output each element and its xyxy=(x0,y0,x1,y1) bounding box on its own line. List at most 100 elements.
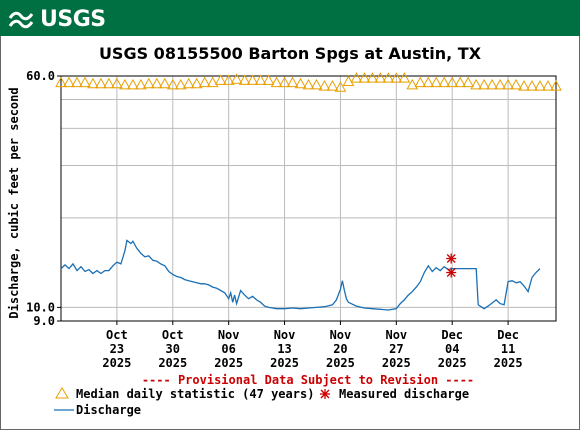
x-tick-label: Nov xyxy=(274,328,296,342)
median-point xyxy=(382,72,395,83)
median-point xyxy=(358,72,371,83)
measured-point xyxy=(446,267,457,278)
median-point xyxy=(95,77,107,89)
y-tick-label: 10.0 xyxy=(26,300,55,314)
usgs-logo[interactable]: USGS xyxy=(8,4,106,32)
grid-lines xyxy=(61,75,556,321)
median-point xyxy=(438,76,451,88)
median-point xyxy=(462,76,475,88)
legend-item: Discharge xyxy=(54,403,141,417)
plot-area-border xyxy=(60,75,557,322)
median-point xyxy=(318,80,331,91)
provisional-note: ---- Provisional Data Subject to Revisio… xyxy=(142,373,474,387)
discharge-series-line xyxy=(60,239,541,311)
median-point xyxy=(142,77,155,89)
legend-triangle-icon xyxy=(55,387,69,399)
x-tick-label: 2025 xyxy=(102,356,131,370)
x-tick-label: 27 xyxy=(389,342,403,356)
median-point xyxy=(478,78,490,90)
median-point xyxy=(326,80,339,91)
legend-item: Median daily statistic (47 years) xyxy=(55,387,314,401)
median-point xyxy=(198,76,211,88)
usgs-logo-text: USGS xyxy=(40,7,106,32)
median-point xyxy=(87,77,99,89)
x-tick-label: Oct xyxy=(162,328,184,342)
median-point xyxy=(374,72,387,83)
median-point xyxy=(79,76,91,88)
x-tick-label: Nov xyxy=(330,328,352,342)
x-tick-label: 23 xyxy=(110,342,124,356)
median-point xyxy=(286,76,299,88)
median-point xyxy=(55,76,67,88)
usgs-banner: USGS xyxy=(0,0,580,36)
median-point xyxy=(342,75,355,86)
median-point xyxy=(510,78,522,90)
x-tick-label: 2025 xyxy=(214,356,243,370)
y-axis-ticks: 9.010.0 60.0 xyxy=(26,69,61,328)
usgs-wave-icon xyxy=(8,11,34,29)
median-point xyxy=(502,78,514,90)
median-point xyxy=(238,74,251,85)
median-point xyxy=(127,78,139,90)
median-point xyxy=(174,78,187,90)
median-point xyxy=(302,78,315,90)
median-point xyxy=(206,76,219,88)
median-point xyxy=(71,76,83,88)
y-axis-label: Discharge, cubic feet per second xyxy=(7,87,21,318)
x-tick-label: Nov xyxy=(218,328,240,342)
median-point xyxy=(334,81,347,92)
x-tick-label: Oct xyxy=(106,328,128,342)
chart-title: USGS 08155500 Barton Spgs at Austin, TX xyxy=(99,44,482,63)
median-point xyxy=(390,72,403,83)
median-point xyxy=(214,74,227,85)
median-point xyxy=(190,77,203,89)
legend-label: Measured discharge xyxy=(339,387,469,401)
x-tick-label: 30 xyxy=(166,342,180,356)
legend-item: Measured discharge xyxy=(320,387,469,401)
median-point xyxy=(150,77,163,89)
median-point xyxy=(430,76,443,88)
median-point xyxy=(182,77,195,89)
median-point xyxy=(550,80,562,91)
median-point xyxy=(518,80,530,91)
median-point xyxy=(542,80,554,91)
median-point xyxy=(446,76,459,88)
measured-point xyxy=(446,253,457,264)
y-tick-label: 9.0 xyxy=(33,314,55,328)
x-tick-label: 2025 xyxy=(438,356,467,370)
median-point xyxy=(486,78,498,90)
x-tick-label: 13 xyxy=(277,342,291,356)
x-tick-label: 2025 xyxy=(326,356,355,370)
x-tick-label: 2025 xyxy=(158,356,187,370)
median-point xyxy=(310,78,323,90)
legend-label: Median daily statistic (47 years) xyxy=(76,387,314,401)
median-point xyxy=(534,80,546,91)
median-point xyxy=(398,72,411,83)
median-point xyxy=(222,74,235,85)
x-tick-label: Dec xyxy=(441,328,463,342)
x-tick-label: 2025 xyxy=(270,356,299,370)
median-point xyxy=(270,76,283,88)
median-point xyxy=(422,76,435,88)
x-tick-label: 2025 xyxy=(382,356,411,370)
median-point xyxy=(414,76,427,88)
median-point xyxy=(278,76,291,88)
x-tick-label: 20 xyxy=(333,342,347,356)
median-point xyxy=(119,78,131,90)
legend-label: Discharge xyxy=(76,403,141,417)
median-point xyxy=(111,77,123,89)
median-point xyxy=(294,77,307,89)
median-point xyxy=(262,74,275,85)
legend: Median daily statistic (47 years) Measure… xyxy=(54,387,469,417)
median-point xyxy=(246,74,259,85)
median-point xyxy=(470,78,483,90)
x-tick-label: Nov xyxy=(385,328,407,342)
median-point xyxy=(230,73,243,84)
x-tick-label: 2025 xyxy=(494,356,523,370)
median-point xyxy=(134,78,147,90)
x-tick-label: Dec xyxy=(497,328,519,342)
median-point xyxy=(494,78,506,90)
median-point xyxy=(63,76,75,88)
median-series xyxy=(55,72,562,92)
